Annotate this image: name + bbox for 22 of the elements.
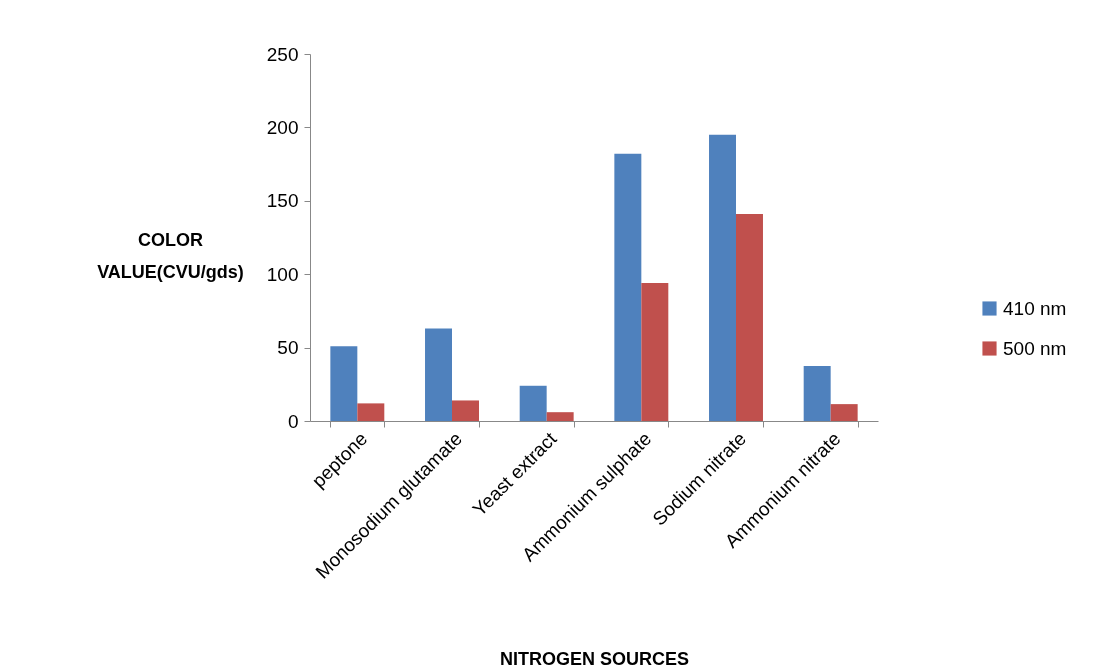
legend-label: 500 nm <box>1003 337 1067 359</box>
y-tick-label: 50 <box>277 337 299 359</box>
bar <box>830 404 858 421</box>
x-axis-title: NITROGEN SOURCES <box>499 648 690 667</box>
bar <box>736 214 763 421</box>
bar <box>452 400 479 421</box>
y-tick-label: 250 <box>266 43 299 65</box>
y-tick-label: 0 <box>287 410 299 432</box>
y-tick-label: 150 <box>266 190 299 212</box>
bar <box>519 385 547 421</box>
y-tick-label: 100 <box>266 263 299 285</box>
legend-label: 410 nm <box>1003 297 1067 319</box>
bar <box>641 283 669 421</box>
bar <box>357 403 385 421</box>
bar <box>803 365 831 421</box>
bar <box>425 328 452 421</box>
bar <box>330 346 358 421</box>
y-axis-title: COLOR VALUE(CVU/gds) <box>97 229 244 282</box>
bar <box>709 134 736 421</box>
y-tick-label: 200 <box>266 116 299 138</box>
bar <box>546 412 574 421</box>
bar <box>614 153 642 421</box>
